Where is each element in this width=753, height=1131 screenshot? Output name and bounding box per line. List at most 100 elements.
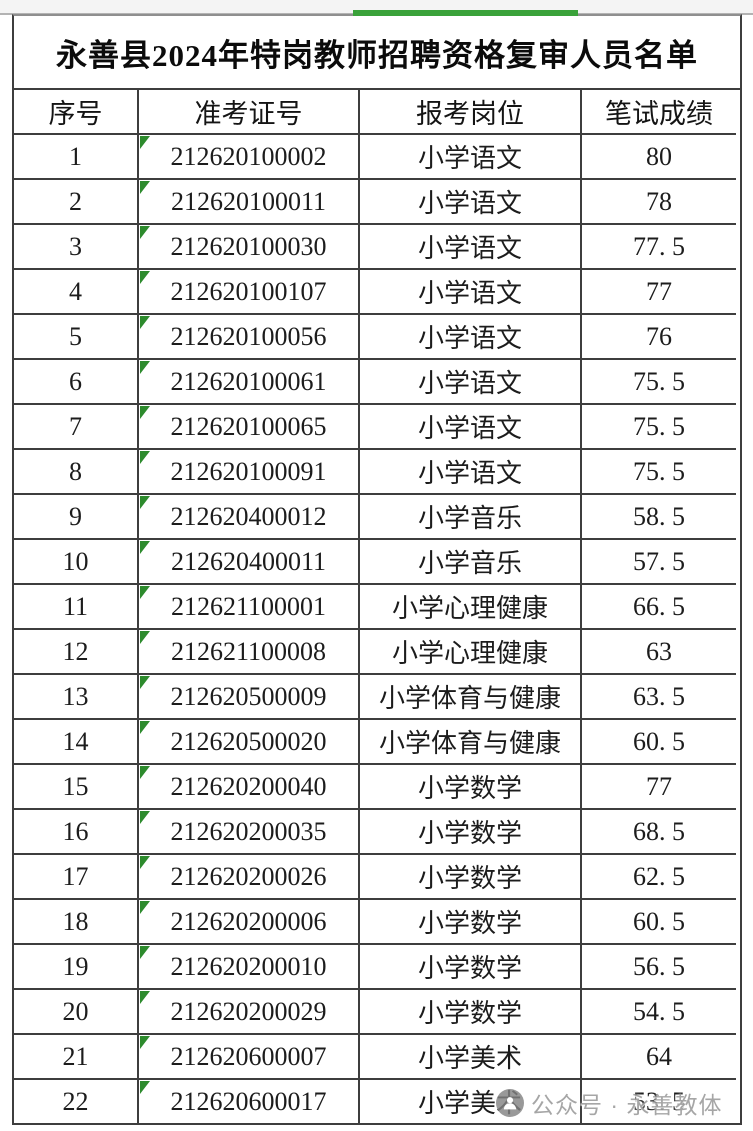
cell-no: 22 [14,1080,139,1123]
cell-score: 68. 5 [582,810,736,855]
cell-position: 小学体育与健康 [360,720,582,765]
text-format-indicator-triangle-icon [140,991,150,1004]
cell-ticket: 212620100030 [139,225,360,270]
text-format-indicator-triangle-icon [140,1081,150,1094]
cell-ticket: 212620400011 [139,540,360,585]
cell-score: 77 [582,270,736,315]
cell-ticket: 212620100091 [139,450,360,495]
cell-no: 15 [14,765,139,810]
text-format-indicator-triangle-icon [140,676,150,689]
cell-score: 64 [582,1035,736,1080]
cell-score: 53. 5 [633,1086,685,1116]
cell-no: 4 [14,270,139,315]
cell-score: 75. 5 [582,360,736,405]
cell-score: 62. 5 [582,855,736,900]
cell-ticket: 212620100002 [139,135,360,180]
cell-position: 小学数学 [360,765,582,810]
cell-ticket: 212620100107 [139,270,360,315]
recruitment-review-table: 永善县2024年特岗教师招聘资格复审人员名单 序号 准考证号 报考岗位 笔试成绩 1 21… [12,14,742,1125]
cell-no: 18 [14,900,139,945]
text-format-indicator-triangle-icon [140,181,150,194]
cell-position: 小学语文 [360,225,582,270]
text-format-indicator-triangle-icon [140,856,150,869]
text-format-indicator-triangle-icon [140,136,150,149]
column-header-position: 报考岗位 [360,90,582,135]
text-format-indicator-triangle-icon [140,361,150,374]
cell-position: 小学语文 [360,360,582,405]
cell-score: 77 [582,765,736,810]
cell-score: 57. 5 [582,540,736,585]
cell-position: 小学数学 [360,900,582,945]
cell-position: 小学语文 [360,180,582,225]
cell-position: 小学数学 [360,855,582,900]
cell-no: 6 [14,360,139,405]
cell-no: 9 [14,495,139,540]
cell-ticket: 212620200035 [139,810,360,855]
cell-ticket: 212620600017 [139,1080,360,1123]
text-format-indicator-triangle-icon [140,316,150,329]
cell-position: 小学语文 [360,450,582,495]
cell-score: 60. 5 [582,900,736,945]
text-format-indicator-triangle-icon [140,811,150,824]
cell-no: 5 [14,315,139,360]
cell-score: 78 [582,180,736,225]
text-format-indicator-triangle-icon [140,766,150,779]
cell-ticket: 212620400012 [139,495,360,540]
cell-no: 16 [14,810,139,855]
cell-position: 小学美术 [360,1035,582,1080]
cell-position: 小学语文 [360,270,582,315]
cell-ticket: 212621100008 [139,630,360,675]
text-format-indicator-triangle-icon [140,586,150,599]
column-header-no: 序号 [14,90,139,135]
cell-score: 54. 5 [582,990,736,1035]
text-format-indicator-triangle-icon [140,541,150,554]
column-header-score: 笔试成绩 [582,90,736,135]
cell-position: 小学数学 [360,810,582,855]
cell-score: 76 [582,315,736,360]
text-format-indicator-triangle-icon [140,901,150,914]
cell-no: 7 [14,405,139,450]
cell-score: 63 [582,630,736,675]
cell-no: 20 [14,990,139,1035]
cell-no: 10 [14,540,139,585]
cell-ticket: 212620100065 [139,405,360,450]
cell-score: 58. 5 [582,495,736,540]
cell-ticket: 212620100056 [139,315,360,360]
cell-score: 66. 5 [582,585,736,630]
cell-position: 小学美术 [360,1080,582,1123]
column-header-ticket: 准考证号 [139,90,360,135]
cell-ticket: 212620500009 [139,675,360,720]
cell-score: 63. 5 [582,675,736,720]
text-format-indicator-triangle-icon [140,721,150,734]
cell-no: 8 [14,450,139,495]
text-format-indicator-triangle-icon [140,271,150,284]
cell-position: 小学音乐 [360,540,582,585]
screenshot-top-strip [0,0,753,16]
cell-no: 1 [14,135,139,180]
cell-score: 75. 5 [582,405,736,450]
cell-score: 60. 5 [582,720,736,765]
text-format-indicator-triangle-icon [140,226,150,239]
text-format-indicator-triangle-icon [140,451,150,464]
cell-position: 小学数学 [360,945,582,990]
text-format-indicator-triangle-icon [140,496,150,509]
cell-position: 小学语文 [360,405,582,450]
cell-ticket: 212620200006 [139,900,360,945]
cell-score: 77. 5 [582,225,736,270]
cell-score: 56. 5 [582,945,736,990]
text-format-indicator-triangle-icon [140,406,150,419]
cell-position: 小学音乐 [360,495,582,540]
cell-position: 小学语文 [360,135,582,180]
cell-no: 21 [14,1035,139,1080]
cell-position: 小学语文 [360,315,582,360]
cell-no: 11 [14,585,139,630]
cell-position: 小学体育与健康 [360,675,582,720]
cell-no: 13 [14,675,139,720]
cell-no: 14 [14,720,139,765]
text-format-indicator-triangle-icon [140,631,150,644]
cell-score: 75. 5 [582,450,736,495]
table-grid: 序号 准考证号 报考岗位 笔试成绩 1 212620100002 小学语文 80 2 212620… [14,90,740,1123]
cell-position: 小学心理健康 [360,630,582,675]
text-format-indicator-triangle-icon [140,946,150,959]
cell-no: 19 [14,945,139,990]
